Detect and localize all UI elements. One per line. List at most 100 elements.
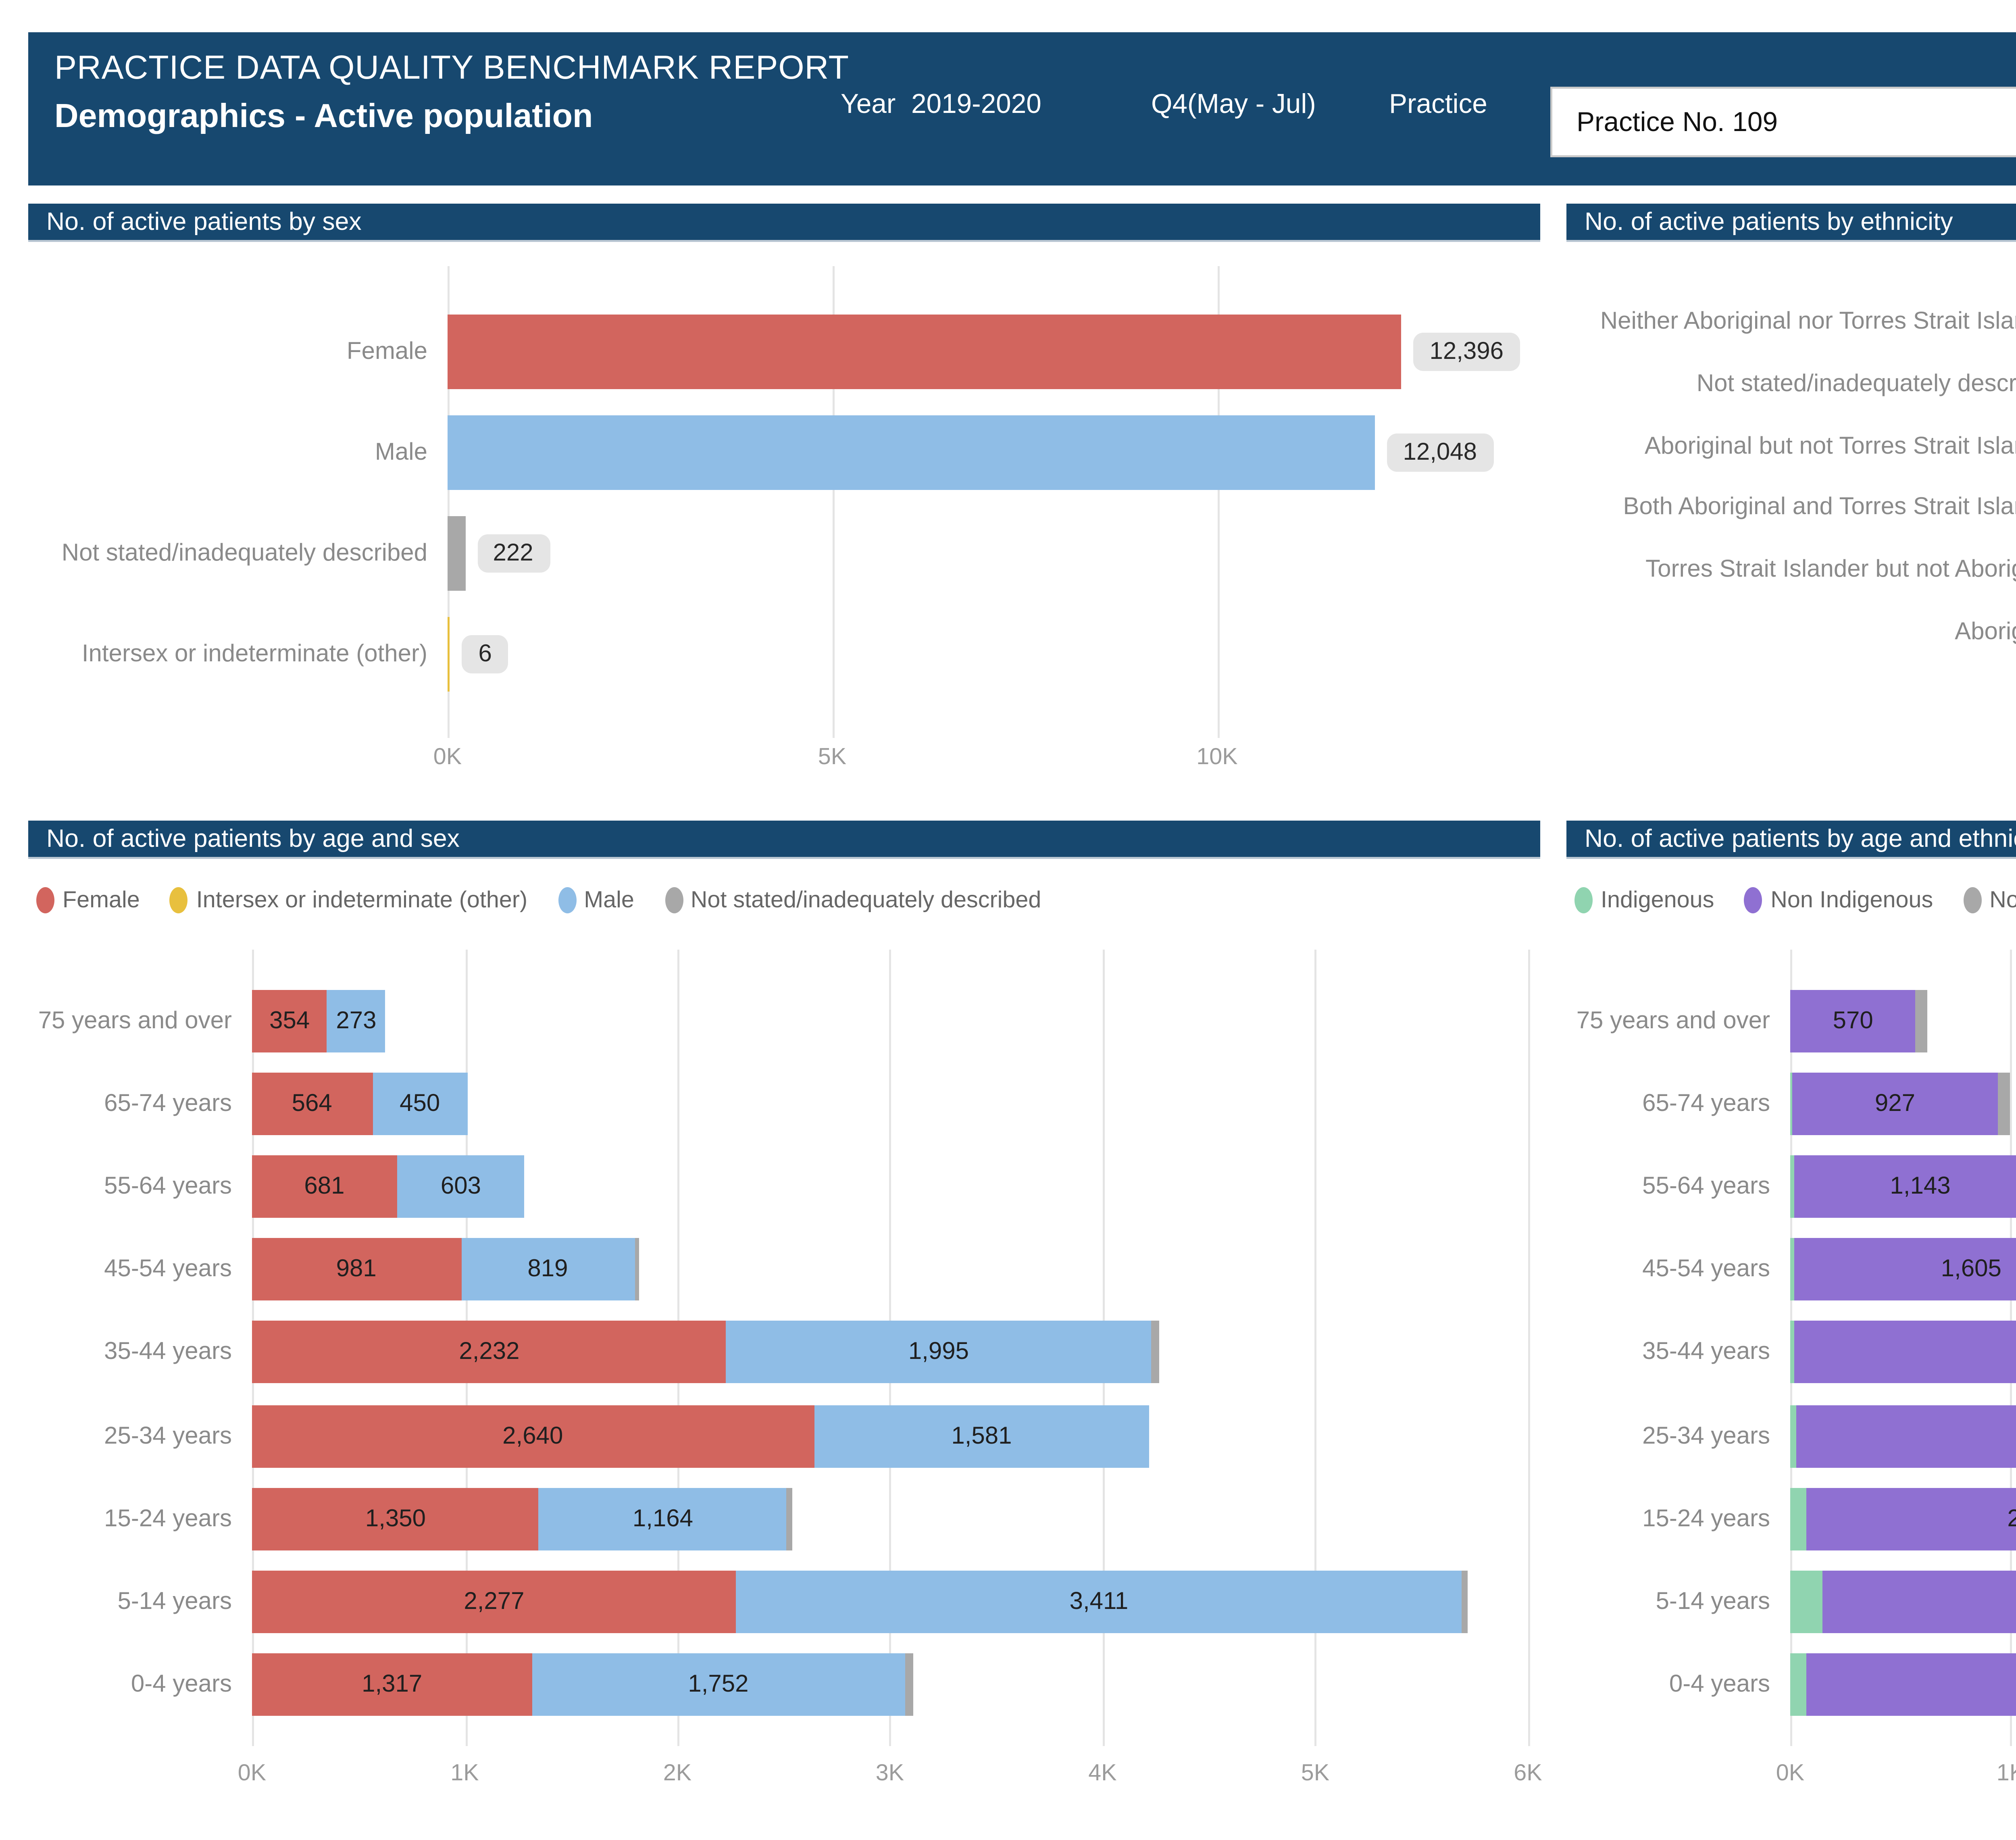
legend-dot [170,887,188,913]
bar-indigenous[interactable] [1790,1570,1823,1633]
legend-item-intersex-or-indeterminate-other[interactable]: Intersex or indeterminate (other) [170,887,527,913]
bar-female[interactable]: 1,350 [252,1487,539,1550]
report-header: PRACTICE DATA QUALITY BENCHMARK REPORT D… [28,32,2016,185]
page-subtitle: Demographics - Active population [54,99,593,135]
bar-male[interactable]: 450 [372,1073,468,1136]
segment-value-label: 1,143 [1890,1171,1951,1200]
segment-value-label: 3,621 [1797,1404,2016,1467]
bar-not-stated-inadequately-described[interactable] [904,1652,913,1715]
legend-item-male[interactable]: Male [558,887,634,913]
bar-not-stated-inadequately-described[interactable] [1462,1570,1468,1633]
bar-not-stated-inadequately-described[interactable] [635,1238,639,1301]
category-label: 15-24 years [104,1503,232,1532]
legend-label: Non Indigenous [1770,888,1933,913]
bar-female[interactable]: 354 [252,990,327,1052]
value-label: 12,396 [1413,333,1520,371]
segment-value-label: 2,355 [1806,1653,2016,1715]
practice-dropdown[interactable]: Practice No. 109 [1550,87,2016,157]
bar-non-indigenous[interactable]: 570 [1790,990,1916,1052]
year-filter-label: Year [841,89,896,119]
bar-male[interactable]: 819 [460,1238,635,1301]
bar-non-indigenous[interactable]: 3,933 [1823,1570,2016,1633]
legend-dot [558,887,576,913]
bar-not-stated-inadequately-described[interactable] [448,516,465,591]
legend-dot [1574,887,1593,913]
bar-indigenous[interactable] [1790,1652,1806,1715]
bar-not-stated[interactable] [1997,1073,2011,1136]
bar-female[interactable]: 2,277 [252,1570,736,1633]
bar-not-stated[interactable] [1916,990,1927,1052]
bar-not-stated-inadequately-described[interactable] [1151,1321,1158,1384]
bar-indigenous[interactable] [1790,1238,1794,1301]
bar-indigenous[interactable] [1790,1155,1794,1218]
bar-non-indigenous[interactable]: 927 [1793,1073,1997,1136]
bar-male[interactable]: 1,164 [539,1487,787,1550]
chart-patients-by-age-and-ethnicity: 0K1K2K3K4K5K6KIndigenousNon IndigenousNo… [1566,859,2016,1815]
category-label: 65-74 years [1642,1089,1770,1117]
segment-value-label: 3,648 [1795,1321,2016,1384]
bar-non-indigenous[interactable]: 3,648 [1795,1321,2016,1384]
segment-value-label: 819 [527,1254,568,1283]
legend-label: Not stated [1989,888,2016,913]
quarter-filter-value[interactable]: Q4(May - Jul) [1151,89,1316,119]
legend-item-non-indigenous[interactable]: Non Indigenous [1744,887,1933,913]
bar-indigenous[interactable] [1790,1073,1793,1136]
plot-gridlines [448,266,1540,738]
category-label: 75 years and over [1576,1006,1770,1034]
category-label: 35-44 years [104,1337,232,1366]
bar-indigenous[interactable] [1790,1404,1797,1467]
bar-not-stated-inadequately-described[interactable] [786,1487,792,1550]
segment-value-label: 450 [400,1089,440,1117]
category-label: 55-64 years [1642,1171,1770,1200]
category-label: 15-24 years [1642,1503,1770,1532]
bar-female[interactable]: 981 [252,1238,461,1301]
bar-male[interactable]: 273 [327,990,385,1052]
bar-female[interactable]: 2,232 [252,1321,727,1384]
gridline [1217,266,1219,738]
year-filter-value[interactable]: 2019-2020 [911,89,1041,119]
bar-intersex-or-indeterminate-other[interactable] [448,617,450,692]
axis-tick-label: 3K [875,1762,904,1786]
bar-indigenous[interactable] [1790,1487,1806,1550]
gridline [448,266,450,738]
category-label: Torres Strait Islander but not Aborigina… [1645,554,2016,583]
bar-female[interactable]: 681 [252,1155,397,1218]
gridline [1528,950,1530,1746]
axis-tick-label: 1K [450,1762,479,1786]
legend-item-indigenous[interactable]: Indigenous [1574,887,1714,913]
legend-item-female[interactable]: Female [36,887,140,913]
category-label: 35-44 years [1642,1337,1770,1366]
bar-indigenous[interactable] [1790,1321,1795,1384]
segment-value-label: 1,164 [632,1503,693,1532]
bar-male[interactable] [448,415,1375,490]
bar-male[interactable]: 1,581 [813,1404,1150,1467]
bar-female[interactable]: 2,640 [252,1404,814,1467]
segment-value-label: 1,995 [908,1337,969,1366]
bar-female[interactable] [448,315,1402,389]
segment-value-label: 1,317 [362,1669,423,1697]
bar-non-indigenous[interactable]: 2,103 [1806,1487,2016,1550]
bar-non-indigenous[interactable]: 1,605 [1794,1238,2016,1301]
bar-non-indigenous[interactable]: 2,355 [1806,1652,2016,1715]
segment-value-label: 1,752 [688,1669,749,1697]
legend-item-not-stated-inadequately-described[interactable]: Not stated/inadequately described [664,887,1041,913]
gridline [832,266,834,738]
bar-non-indigenous[interactable]: 3,621 [1797,1404,2016,1467]
bar-male[interactable]: 3,411 [736,1570,1462,1633]
bar-female[interactable]: 564 [252,1073,372,1136]
value-label: 222 [477,534,550,573]
bar-female[interactable]: 1,317 [252,1652,532,1715]
category-label: NA [1566,665,2016,721]
legend-item-not-stated[interactable]: Not stated [1963,887,2016,913]
bar-male[interactable]: 1,752 [532,1652,905,1715]
legend-label: Male [584,888,634,913]
legend-dot [36,887,54,913]
axis-tick-label: 6K [1514,1762,1542,1786]
bar-non-indigenous[interactable]: 1,143 [1794,1155,2016,1218]
chart-legend: Female Intersex or indeterminate (other) M… [36,887,1071,913]
bar-male[interactable]: 603 [396,1155,525,1218]
bar-male[interactable]: 1,995 [726,1321,1151,1384]
segment-value-label: 273 [336,1006,377,1034]
